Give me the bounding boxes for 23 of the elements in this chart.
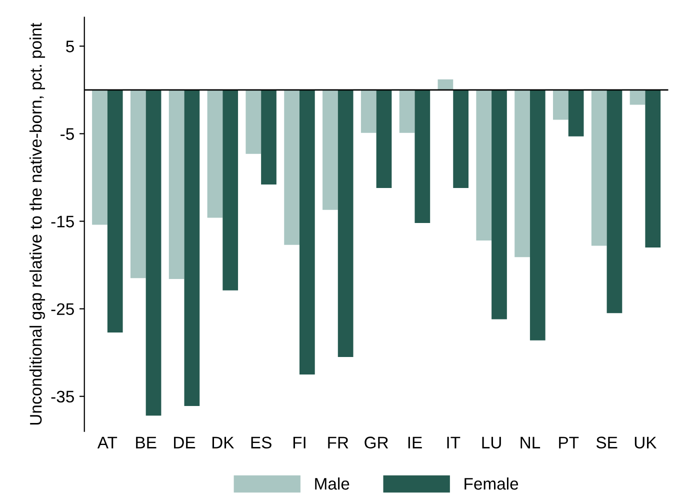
x-tick-label: BE [136,436,156,448]
x-tick-label: GR [364,436,388,448]
x-tick-label: DE [174,436,196,448]
x-tick-label: ES [251,436,272,448]
y-tick-label: -35 [51,390,74,403]
y-tick-label: 5 [66,40,74,52]
y-tick-label: -15 [51,216,74,228]
x-tick-label: SE [596,436,618,448]
y-tick-label: -25 [51,303,74,316]
x-tick-label: UK [634,436,657,448]
x-tick-label: IE [408,436,422,448]
x-tick-label: PT [559,436,579,448]
x-tick-label: LU [482,436,501,448]
x-tick-label: IT [447,436,460,448]
legend-label: Male [315,477,350,490]
x-tick-label: NL [520,436,540,448]
x-tick-label: FI [293,436,306,448]
x-tick-label: FR [328,436,348,448]
x-tick-label: DK [212,436,234,448]
x-tick-label: AT [97,436,118,448]
legend-label: Female [464,477,518,490]
y-axis-title: Unconditional gap relative to the native-born, pct. point [29,22,46,425]
y-tick-label: -5 [60,128,74,140]
